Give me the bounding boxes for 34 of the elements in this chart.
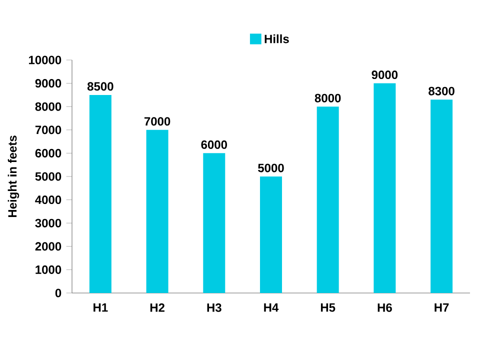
x-tick-label: H1 xyxy=(94,303,108,312)
y-tick-label: 4000 xyxy=(35,196,62,204)
y-tick-label: 2000 xyxy=(35,242,62,251)
y-axis-title: Height in feets xyxy=(8,136,20,218)
data-label: 9000 xyxy=(372,70,398,80)
bar xyxy=(260,176,282,293)
y-tick-label: 7000 xyxy=(35,126,62,134)
legend-label: Hills xyxy=(264,34,289,44)
y-tick-label: 1000 xyxy=(36,265,62,274)
data-label: 8000 xyxy=(314,94,341,102)
x-tick-label: H5 xyxy=(320,303,336,312)
data-label: 6000 xyxy=(201,140,227,149)
y-tick-label: 6000 xyxy=(35,148,62,158)
x-tick-label: H6 xyxy=(378,303,392,312)
data-label: 8500 xyxy=(87,82,114,91)
data-label: 7000 xyxy=(144,117,170,126)
y-tick-label: 8000 xyxy=(35,102,62,111)
data-label: 8300 xyxy=(428,86,454,96)
x-tick-label: H4 xyxy=(264,303,279,312)
y-tick-label: 9000 xyxy=(35,79,62,88)
bar xyxy=(89,94,112,293)
x-tick-label: H7 xyxy=(434,303,449,312)
y-tick-label: 10000 xyxy=(28,56,62,64)
y-tick-label: 0 xyxy=(55,288,62,298)
bar xyxy=(430,100,453,293)
x-tick-label: H3 xyxy=(207,303,222,312)
data-label: 5000 xyxy=(258,164,284,172)
bar xyxy=(316,106,339,293)
y-tick-label: 5000 xyxy=(35,172,62,181)
bar xyxy=(146,130,168,293)
x-tick-label: H2 xyxy=(150,303,164,312)
bar xyxy=(374,83,396,293)
bar xyxy=(203,153,226,293)
y-tick-label: 3000 xyxy=(35,218,62,228)
